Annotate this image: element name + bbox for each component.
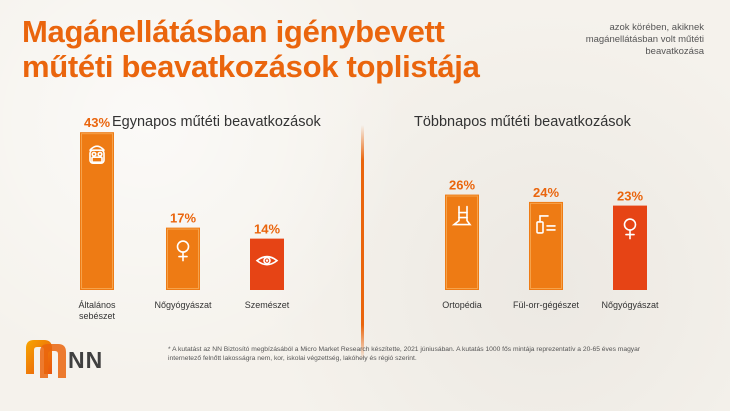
surgeon-icon: [89, 145, 105, 164]
bar-1-0: [445, 194, 479, 290]
cast-leg-icon: [451, 205, 472, 226]
bar-edge-0-1: [167, 228, 199, 289]
divider-line: [361, 125, 364, 360]
female-symbol-icon: [176, 240, 190, 262]
category-label-1-1: Fül-orr-gégészet: [513, 300, 580, 310]
category-label-1-0: Ortopédia: [442, 300, 482, 310]
page-title: Magánellátásban igénybevett műtéti beava…: [22, 14, 480, 84]
bar-edge-1-1: [530, 202, 562, 289]
ear-spray-icon: [536, 215, 556, 234]
female-symbol-icon: [623, 218, 637, 240]
brand-name: NN: [68, 347, 104, 373]
category-label-0-2: Szemészet: [245, 300, 290, 310]
category-label-0-0: Általános sebészet: [78, 300, 116, 321]
bar-edge-0-0: [81, 133, 113, 289]
bar-1-2: [613, 205, 647, 290]
footnote: * A kutatást az NN Biztosító megbízásábó…: [168, 346, 641, 362]
category-label-0-1: Nőgyógyászat: [154, 300, 212, 310]
bar-0-0: [80, 132, 114, 290]
eye-icon: [255, 255, 279, 266]
nn-logo: [26, 340, 66, 378]
value-label-0-2: 14%: [254, 222, 280, 237]
value-label-0-0: 43%: [84, 115, 110, 130]
value-label-1-1: 24%: [533, 185, 559, 200]
chart-title-multi-day: Többnapos műtéti beavatkozások: [414, 114, 631, 130]
value-label-1-2: 23%: [617, 189, 643, 204]
chart-title-one-day: Egynapos műtéti beavatkozások: [112, 114, 321, 130]
value-label-0-1: 17%: [170, 211, 196, 226]
category-label-1-2: Nőgyógyászat: [601, 300, 659, 310]
population-note: azok körében, akiknek magánellátásban vo…: [585, 22, 704, 57]
value-label-1-0: 26%: [449, 178, 475, 193]
bar-edge-1-0: [446, 195, 478, 289]
